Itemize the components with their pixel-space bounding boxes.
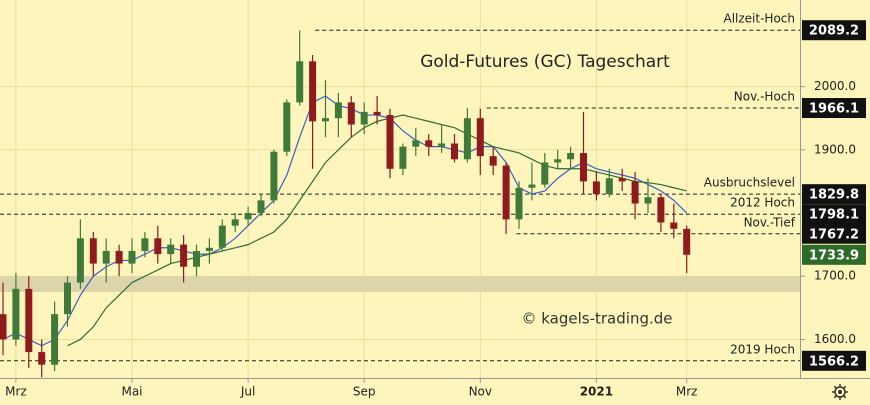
candle-body: [463, 118, 471, 160]
x-tick-label: Mrz: [676, 385, 698, 399]
y-tick-label: 2000.0: [814, 79, 856, 93]
level-name: 2012 Hoch: [730, 196, 795, 210]
candle-body: [128, 250, 136, 264]
candle-body: [64, 282, 71, 315]
level-value: 1566.2: [809, 354, 859, 369]
x-tick-label: Mai: [121, 385, 142, 399]
candle-body: [476, 118, 484, 157]
plot-area: [0, 0, 800, 378]
x-tick-label: Sep: [353, 385, 376, 399]
candle-body: [244, 213, 252, 220]
chart-title: Gold-Futures (GC) Tageschart: [420, 52, 670, 72]
candle-body: [51, 314, 59, 365]
level-box: [802, 223, 866, 244]
candle-body: [631, 181, 639, 204]
candle-body: [347, 102, 355, 125]
candle-body: [644, 197, 652, 204]
candle-body: [438, 143, 446, 147]
candle-body: [580, 152, 587, 182]
x-tick-label: Nov: [469, 385, 492, 399]
candle-body: [399, 146, 407, 169]
settings-icon[interactable]: [832, 384, 848, 400]
candle-body: [502, 165, 510, 220]
candle-body: [0, 314, 7, 340]
candle-body: [683, 228, 691, 255]
candle-body: [334, 102, 342, 119]
candle-body: [296, 61, 304, 103]
candle-body: [218, 225, 226, 248]
y-tick-label: 1900.0: [814, 142, 856, 156]
level-name: Nov.-Hoch: [734, 90, 795, 104]
candle-body: [592, 181, 600, 195]
level-box: [802, 20, 866, 41]
candle-body: [567, 152, 575, 160]
candle-body: [154, 238, 162, 255]
candle-body: [554, 159, 562, 163]
candle-body: [257, 200, 265, 214]
candle-body: [115, 250, 123, 264]
candle-body: [167, 244, 175, 255]
level-box: [802, 204, 866, 225]
candle-body: [270, 151, 278, 201]
x-tick-label: Jul: [240, 385, 255, 399]
level-name: Nov.-Tief: [744, 215, 796, 229]
candle-body: [322, 118, 329, 122]
candle-body: [528, 184, 536, 188]
candle-body: [451, 143, 458, 160]
candle-body: [309, 61, 317, 122]
level-box: [802, 244, 866, 265]
y-tick-label: 1700.0: [814, 269, 856, 283]
level-box: [802, 350, 866, 371]
x-tick-label: Mrz: [5, 385, 27, 399]
candle-body: [657, 197, 665, 223]
level-value: 1966.1: [809, 102, 859, 117]
watermark: © kagels-trading.de: [521, 310, 672, 328]
level-name: Allzeit-Hoch: [724, 12, 796, 26]
support-zone: [0, 276, 800, 293]
candle-body: [605, 178, 613, 195]
candle-body: [180, 244, 188, 267]
level-box: [802, 98, 866, 119]
level-value: 1798.1: [809, 208, 859, 223]
candle-body: [12, 288, 20, 340]
candle-body: [670, 222, 678, 229]
level-value: 1767.2: [809, 227, 859, 242]
candle-body: [412, 140, 420, 147]
level-value: 1829.8: [809, 188, 859, 203]
level-name: 2019 Hoch: [730, 342, 795, 356]
level-box: [802, 184, 866, 205]
candle-body: [283, 102, 291, 152]
candle-body: [618, 178, 626, 182]
candle-body: [231, 219, 239, 226]
candle-body: [193, 250, 200, 267]
candle-body: [205, 247, 213, 251]
candle-body: [425, 140, 433, 147]
level-value: 1733.9: [809, 248, 859, 263]
level-name: Ausbruchslevel: [704, 176, 795, 190]
candle-body: [541, 162, 549, 185]
candle-body: [89, 238, 97, 264]
candle-body: [38, 352, 46, 365]
candle-body: [386, 115, 394, 169]
candle-body: [141, 238, 149, 251]
candle-body: [360, 111, 368, 125]
y-tick-label: 1600.0: [814, 332, 856, 346]
candle-body: [489, 156, 497, 166]
candle-body: [76, 238, 84, 283]
x-tick-label: 2021: [580, 385, 613, 399]
candle-body: [373, 111, 381, 116]
level-value: 2089.2: [809, 24, 859, 39]
candle-body: [515, 187, 523, 220]
candle-body: [25, 288, 33, 353]
candle-body: [102, 250, 110, 264]
